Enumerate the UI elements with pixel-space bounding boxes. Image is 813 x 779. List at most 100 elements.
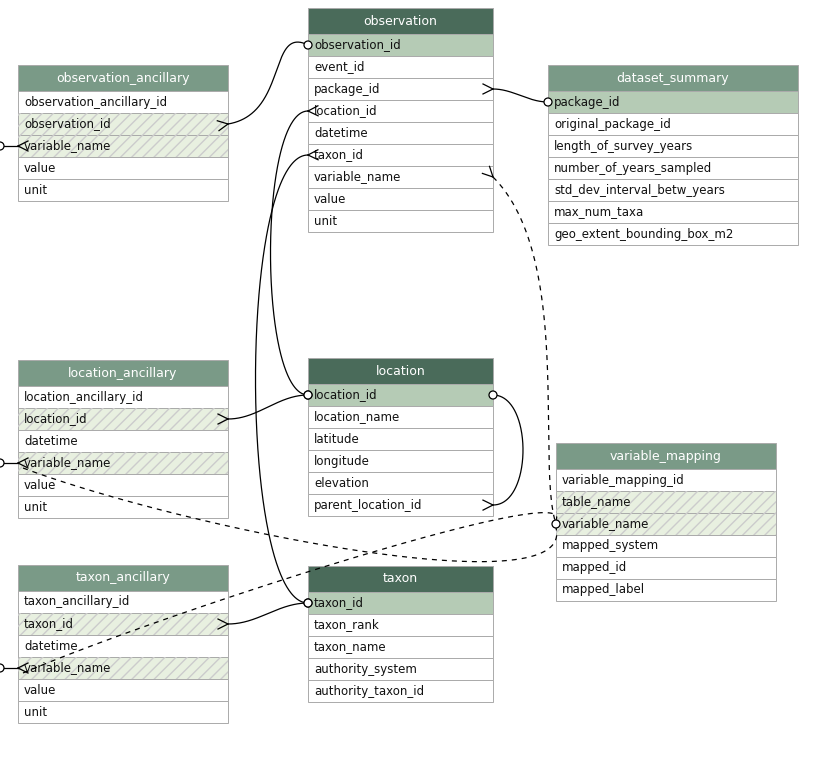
Text: parent_location_id: parent_location_id [314,499,423,512]
Text: taxon_name: taxon_name [314,640,387,654]
Bar [18,113,228,135]
Circle shape [489,391,497,399]
Bar [308,210,493,232]
Bar [308,592,493,614]
Bar [308,406,493,428]
Bar [18,635,228,657]
Bar [18,613,228,635]
Text: taxon_id: taxon_id [314,597,364,609]
Bar [308,428,493,450]
Bar [556,491,776,513]
Bar [18,474,228,496]
Text: mapped_label: mapped_label [562,583,646,597]
Bar [18,452,228,474]
Circle shape [552,520,560,528]
Bar [556,535,776,557]
Bar [18,408,228,430]
Text: taxon_id: taxon_id [314,149,364,161]
Text: elevation: elevation [314,477,369,489]
Bar [548,223,798,245]
Text: dataset_summary: dataset_summary [617,72,729,84]
Circle shape [304,391,312,399]
Text: variable_name: variable_name [562,517,650,530]
Text: location: location [376,365,425,378]
Text: package_id: package_id [554,96,620,108]
Circle shape [0,142,4,150]
Text: value: value [24,478,56,492]
Text: variable_name: variable_name [314,171,402,184]
Bar [18,360,228,386]
Bar [308,56,493,78]
Text: observation_ancillary_id: observation_ancillary_id [24,96,167,108]
Bar [556,513,776,535]
Text: location_name: location_name [314,411,400,424]
Text: variable_name: variable_name [24,456,111,470]
Bar [556,513,776,535]
Text: variable_mapping: variable_mapping [610,449,722,463]
Text: event_id: event_id [314,61,364,73]
Bar [548,91,798,113]
Bar [548,157,798,179]
Bar [18,657,228,679]
Circle shape [544,98,552,106]
Text: geo_extent_bounding_box_m2: geo_extent_bounding_box_m2 [554,227,733,241]
Text: max_num_taxa: max_num_taxa [554,206,644,218]
Text: location_id: location_id [314,389,377,401]
Text: location_ancillary_id: location_ancillary_id [24,390,144,404]
Text: latitude: latitude [314,432,359,446]
Bar [556,443,776,469]
Circle shape [304,599,312,607]
Bar [18,430,228,452]
Text: unit: unit [24,184,47,196]
Bar [18,565,228,591]
Bar [18,135,228,157]
Circle shape [0,664,4,672]
Text: mapped_system: mapped_system [562,540,659,552]
Bar [308,494,493,516]
Bar [548,65,798,91]
Bar [18,613,228,635]
Text: unit: unit [24,706,47,718]
Circle shape [304,391,312,399]
Text: number_of_years_sampled: number_of_years_sampled [554,161,712,174]
Bar [556,491,776,513]
Text: value: value [314,192,346,206]
Bar [18,452,228,474]
Text: variable_mapping_id: variable_mapping_id [562,474,685,487]
Bar [556,469,776,491]
Bar [548,179,798,201]
Bar [18,179,228,201]
Bar [308,658,493,680]
Text: longitude: longitude [314,454,370,467]
Text: mapped_id: mapped_id [562,562,628,574]
Bar [18,113,228,135]
Bar [18,91,228,113]
Text: observation_id: observation_id [314,38,401,51]
Text: package_id: package_id [314,83,380,96]
Text: observation_ancillary: observation_ancillary [56,72,189,84]
Text: observation_id: observation_id [24,118,111,131]
Bar [308,144,493,166]
Circle shape [0,459,4,467]
Bar [18,65,228,91]
Bar [548,201,798,223]
Bar [18,591,228,613]
Text: variable_name: variable_name [24,661,111,675]
Text: unit: unit [24,500,47,513]
Bar [308,566,493,592]
Bar [308,100,493,122]
Text: taxon_id: taxon_id [24,618,74,630]
Bar [18,135,228,157]
Text: unit: unit [314,214,337,227]
Bar [18,157,228,179]
Bar [308,78,493,100]
Bar [18,496,228,518]
Text: datetime: datetime [314,126,367,139]
Text: original_package_id: original_package_id [554,118,671,131]
Text: authority_taxon_id: authority_taxon_id [314,685,424,697]
Text: location_ancillary: location_ancillary [68,366,178,379]
Text: length_of_survey_years: length_of_survey_years [554,139,693,153]
Text: taxon_ancillary: taxon_ancillary [76,572,171,584]
Bar [308,614,493,636]
Bar [18,657,228,679]
